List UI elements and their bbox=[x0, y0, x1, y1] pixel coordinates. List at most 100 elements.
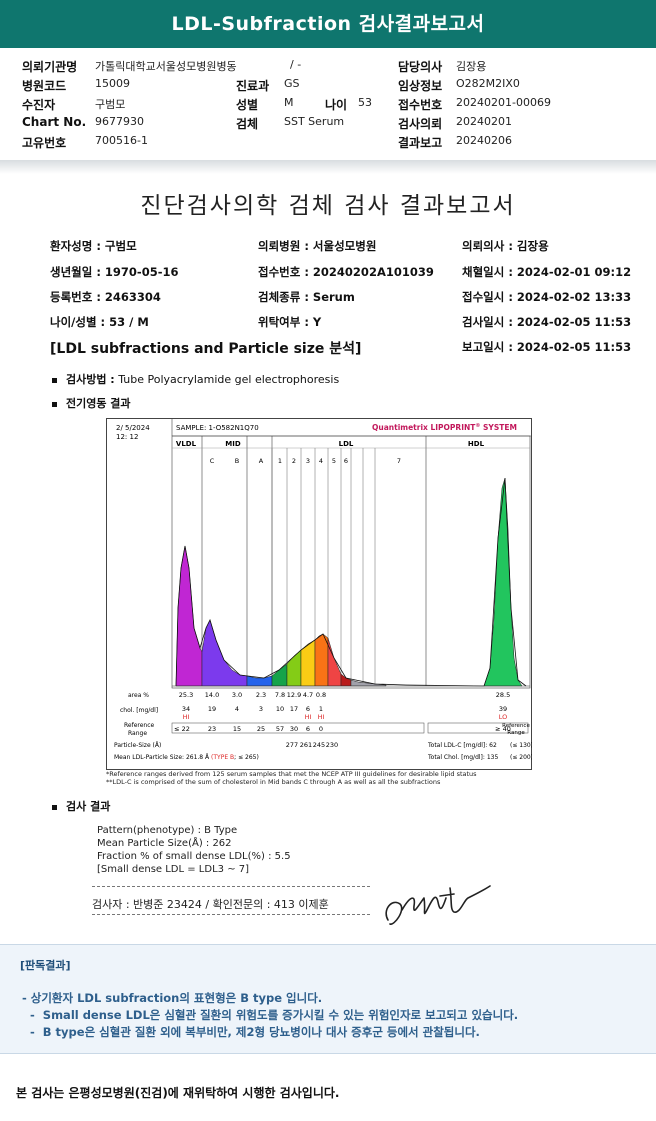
info-value: 20240201 bbox=[456, 115, 512, 128]
info-value: 김장용 bbox=[456, 60, 487, 73]
row-label: chol. [mg/dl] bbox=[120, 707, 158, 714]
flag-label: HI bbox=[305, 713, 312, 721]
divider bbox=[92, 914, 370, 915]
request-info: 의뢰기관명 가톨릭대학교서울성모병원병동 / - 병원코드 15009 수진자 … bbox=[0, 48, 656, 160]
ref-value: 57 bbox=[276, 725, 284, 733]
area-value: 7.8 bbox=[275, 691, 285, 699]
info-label: Chart No. bbox=[22, 115, 87, 129]
peak-area bbox=[314, 633, 329, 687]
verdict-title: [판독결과] bbox=[20, 959, 71, 972]
patient-field: 나이/성별 : 53 / M bbox=[50, 315, 149, 329]
patient-field: 보고일시 : 2024-02-05 11:53 bbox=[462, 340, 632, 354]
info-value: SST Serum bbox=[284, 115, 345, 128]
footnote: **LDL-C is comprised of the sum of chole… bbox=[106, 778, 441, 786]
patient-field: 검체종류 : Serum bbox=[258, 290, 355, 304]
verdict-line: - Small dense LDL은 심혈관 질환의 위험도를 증가시킬 수 있… bbox=[22, 1008, 519, 1022]
area-value: 4.7 bbox=[303, 691, 313, 699]
info-value: O282M2IX0 bbox=[456, 77, 520, 90]
mean-size: Mean LDL-Particle Size: 261.8 Å (TYPE B;… bbox=[114, 754, 259, 761]
chart-date: 2/ 5/2024 bbox=[116, 424, 150, 432]
row-label: Particle-Size (Å) bbox=[114, 742, 161, 749]
info-label: 진료과 bbox=[236, 79, 270, 93]
report-title: LDL-Subfraction 검사결과보고서 bbox=[0, 0, 656, 48]
info-label: 접수번호 bbox=[398, 98, 443, 112]
result-line: Mean Particle Size(Å) : 262 bbox=[97, 838, 232, 849]
row-label: area % bbox=[128, 692, 149, 699]
chol-value: 1 bbox=[319, 705, 323, 713]
area-value: 3.0 bbox=[232, 691, 242, 699]
chol-value: 39 bbox=[499, 705, 507, 713]
info-value: M bbox=[284, 96, 294, 109]
bullet-icon bbox=[52, 804, 57, 810]
subband-label: 4 bbox=[319, 457, 323, 465]
psize-value: 261 bbox=[300, 741, 312, 749]
info-value: 53 bbox=[358, 96, 372, 109]
info-label: 성별 bbox=[236, 98, 259, 112]
ref-value: ≤ 22 bbox=[174, 725, 190, 733]
ref-box bbox=[427, 722, 529, 734]
result-line: Pattern(phenotype) : B Type bbox=[97, 825, 238, 836]
info-value: 15009 bbox=[95, 77, 130, 90]
area-value: 0.8 bbox=[316, 691, 326, 699]
row-label: Range bbox=[128, 730, 147, 737]
footer-note: 본 검사는 은평성모병원(진검)에 재위탁하여 시행한 검사입니다. bbox=[16, 1086, 340, 1100]
subband-label: B bbox=[235, 457, 239, 465]
divider bbox=[92, 886, 370, 887]
patient-field: 접수번호 : 20240202A101039 bbox=[258, 265, 434, 279]
ref-value: 15 bbox=[233, 725, 241, 733]
signer-line: 검사자 : 반병준 23424 / 확인전문의 : 413 이제훈 bbox=[92, 898, 329, 911]
densitometry-curve bbox=[175, 477, 527, 687]
ref-value: 6 bbox=[306, 725, 310, 733]
info-label: 임상정보 bbox=[398, 79, 443, 93]
info-label: 검체 bbox=[236, 117, 259, 131]
total-chol: Total Chol. [mg/dl]: 135 bbox=[427, 754, 498, 761]
result-heading: 검사 결과 bbox=[52, 798, 110, 814]
chart-frame bbox=[106, 418, 532, 770]
chol-value: 34 bbox=[182, 705, 190, 713]
patient-field: 생년월일 : 1970-05-16 bbox=[50, 265, 179, 279]
signature-image bbox=[385, 885, 491, 925]
info-label: 고유번호 bbox=[22, 136, 67, 150]
info-label: 의뢰기관명 bbox=[22, 60, 78, 74]
patient-field: 의뢰병원 : 서울성모병원 bbox=[258, 239, 377, 253]
chol-value: 10 bbox=[276, 705, 284, 713]
band-label: MID bbox=[225, 440, 241, 448]
peaks bbox=[175, 477, 527, 687]
psize-value: 230 bbox=[326, 741, 338, 749]
ref-value: 0 bbox=[319, 725, 323, 733]
info-value: GS bbox=[284, 77, 300, 90]
patient-field: 의뢰의사 : 김장용 bbox=[462, 239, 549, 253]
info-value: / - bbox=[290, 58, 302, 71]
chol-value: 17 bbox=[290, 705, 298, 713]
chol-value: 6 bbox=[306, 705, 310, 713]
subband-label: C bbox=[210, 457, 215, 465]
patient-field: 등록번호 : 2463304 bbox=[50, 290, 161, 304]
ref-value: 25 bbox=[257, 725, 265, 733]
patient-field: 검사일시 : 2024-02-05 11:53 bbox=[462, 315, 632, 329]
psize-value: 245 bbox=[313, 741, 325, 749]
info-label: 병원코드 bbox=[22, 79, 67, 93]
area-value: 28.5 bbox=[496, 691, 510, 699]
subband-label: 3 bbox=[306, 457, 310, 465]
divider bbox=[0, 160, 656, 174]
plot-area bbox=[171, 435, 531, 689]
flag-label: LO bbox=[499, 713, 508, 721]
row-label: Reference bbox=[124, 722, 155, 729]
band-label: VLDL bbox=[176, 440, 197, 448]
subband-label: 2 bbox=[292, 457, 296, 465]
ref-box bbox=[171, 722, 425, 734]
data-rows: area % 25.3 14.0 3.0 2.3 7.8 12.9 4.7 0.8 28.5 cho… bbox=[114, 691, 532, 761]
bullet-icon bbox=[52, 401, 57, 407]
method-line: 검사방법 : Tube Polyacrylamide gel electroph… bbox=[52, 371, 339, 387]
result-lines: Pattern(phenotype) : B Type Mean Particl… bbox=[97, 824, 291, 876]
patient-field: 환자성명 : 구범모 bbox=[50, 239, 137, 253]
subband-label: 6 bbox=[344, 457, 348, 465]
info-value: 20240201-00069 bbox=[456, 96, 551, 109]
band-label: LDL bbox=[339, 440, 354, 448]
patient-field: 채혈일시 : 2024-02-01 09:12 bbox=[462, 265, 632, 279]
ref-value: ≥ 40 bbox=[495, 725, 511, 733]
chart-sample: SAMPLE: 1-O582N1Q70 bbox=[176, 424, 259, 432]
total-chol-ref: (≤ 200) bbox=[510, 754, 532, 761]
info-value: 9677930 bbox=[95, 115, 144, 128]
ref-value: 23 bbox=[208, 725, 216, 733]
